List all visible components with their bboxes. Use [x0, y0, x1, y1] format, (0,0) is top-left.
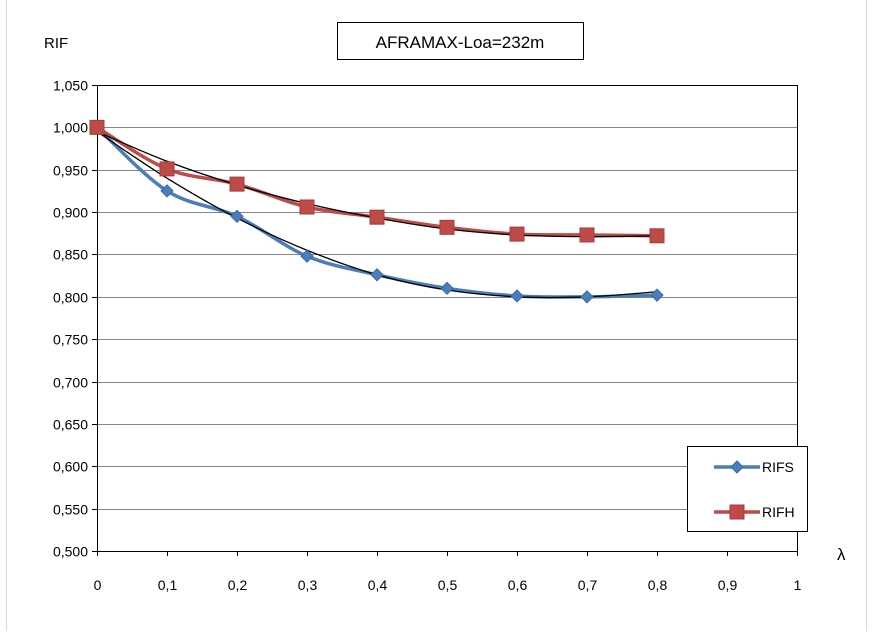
data-point-rifh — [159, 161, 175, 177]
x-tick-label: 0,5 — [438, 577, 458, 593]
legend-marker-rifh — [729, 504, 745, 520]
y-tick-label: 0,750 — [53, 332, 88, 348]
data-point-rifh — [439, 219, 455, 235]
legend-box — [687, 446, 808, 532]
legend-label-rifh: RIFH — [762, 504, 795, 520]
data-point-rifs — [580, 290, 594, 304]
chart-title-box — [337, 22, 584, 60]
x-tick-label: 0,3 — [298, 577, 318, 593]
y-tick-label: 0,600 — [53, 459, 88, 475]
data-point-rifh — [229, 176, 245, 192]
data-point-rifs — [230, 209, 244, 224]
axis-layer: 0,500 0,550 0,600 0,650 0,700 0,750 0,800 0,850… — [53, 78, 802, 594]
chart-title: AFRAMAX-Loa=232m — [376, 33, 545, 52]
y-tick-label: 0,650 — [53, 417, 88, 433]
data-point-rifh — [579, 227, 595, 243]
y-tick-label: 0,700 — [53, 375, 88, 391]
data-point-rifs — [300, 249, 314, 263]
legend-marker-rifs — [730, 460, 744, 474]
data-point-rifs — [370, 268, 384, 282]
x-axis-title: λ — [837, 545, 846, 564]
legend-label-rifs: RIFS — [762, 459, 794, 475]
y-tick-label: 0,800 — [53, 290, 88, 306]
y-tick-label: 0,850 — [53, 247, 88, 263]
data-point-rifs — [440, 281, 454, 296]
x-tick-label: 0,4 — [368, 577, 388, 593]
data-point-rifh — [649, 228, 665, 244]
x-tick-label: 1 — [794, 577, 802, 593]
y-tick-label: 0,950 — [53, 163, 88, 179]
x-tick-label: 0,6 — [508, 577, 528, 593]
legend: RIFS RIFH — [687, 446, 808, 532]
y-tick-label: 0,550 — [53, 502, 88, 518]
data-point-rifs — [160, 184, 174, 198]
y-axis-title: RIF — [44, 35, 68, 52]
series-layer — [89, 119, 665, 304]
x-tick-label: 0,1 — [158, 577, 178, 593]
x-tick-label: 0 — [94, 577, 102, 593]
data-point-rifs — [510, 289, 524, 303]
data-point-rifh — [89, 119, 105, 135]
data-point-rifh — [509, 226, 525, 242]
x-tick-label: 0,9 — [718, 577, 738, 593]
y-tick-label: 1,050 — [53, 78, 88, 94]
x-tick-label: 0,8 — [648, 577, 668, 593]
y-tick-label: 0,900 — [53, 205, 88, 221]
data-point-rifh — [369, 209, 385, 225]
y-tick-label: 1,000 — [53, 120, 88, 136]
x-tick-label: 0,7 — [578, 577, 598, 593]
data-point-rifs — [650, 288, 664, 302]
x-tick-label: 0,2 — [228, 577, 248, 593]
y-tick-label: 0,500 — [53, 544, 88, 560]
data-point-rifh — [299, 199, 315, 215]
